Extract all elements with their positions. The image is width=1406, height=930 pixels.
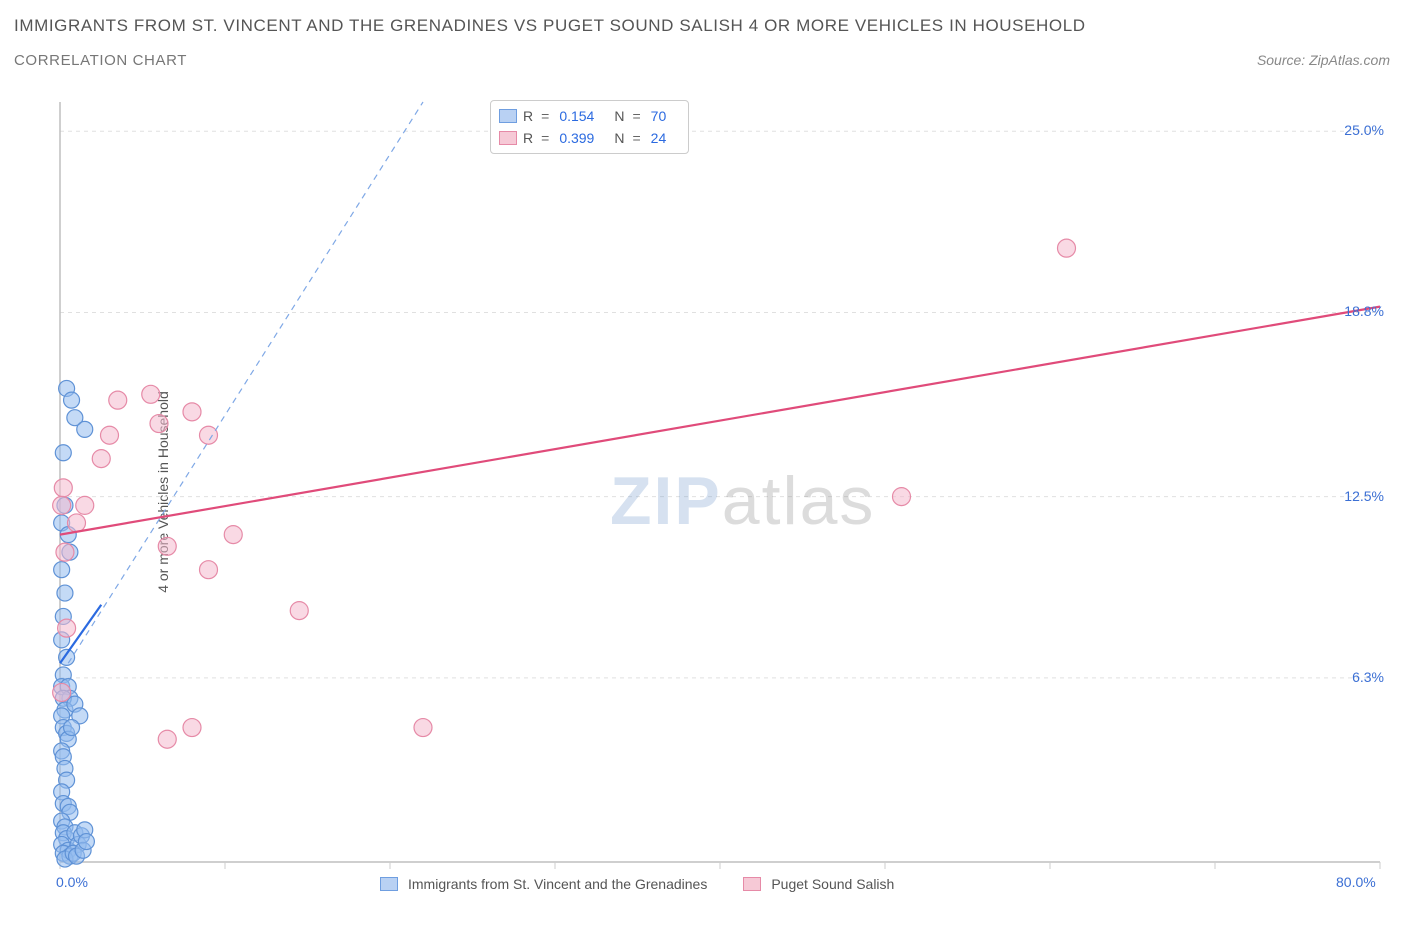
page-title: IMMIGRANTS FROM ST. VINCENT AND THE GREN… xyxy=(14,16,1086,36)
y-tick-label: 25.0% xyxy=(1344,122,1384,138)
legend-stats: R=0.154N=70R=0.399N=24 xyxy=(490,100,689,154)
legend-n-value: 70 xyxy=(651,108,667,124)
data-point xyxy=(64,720,80,736)
trend-line-dashed xyxy=(68,102,423,663)
chart-area: 4 or more Vehicles in Household ZIPatlas… xyxy=(50,92,1390,892)
data-point xyxy=(142,385,160,403)
page-subtitle: CORRELATION CHART xyxy=(14,52,187,69)
legend-swatch xyxy=(743,877,761,891)
data-point xyxy=(158,537,176,555)
data-point xyxy=(78,834,94,850)
data-point xyxy=(57,585,73,601)
legend-series-label: Immigrants from St. Vincent and the Gren… xyxy=(408,876,707,892)
legend-stats-row: R=0.154N=70 xyxy=(499,105,680,127)
x-tick-label: 0.0% xyxy=(56,874,88,890)
data-point xyxy=(158,730,176,748)
trend-line xyxy=(60,307,1380,535)
legend-stats-row: R=0.399N=24 xyxy=(499,127,680,149)
legend-r-value: 0.154 xyxy=(559,108,594,124)
data-point xyxy=(54,562,70,578)
legend-swatch xyxy=(380,877,398,891)
x-tick-label: 80.0% xyxy=(1336,874,1376,890)
data-point xyxy=(290,602,308,620)
source-name: ZipAtlas.com xyxy=(1309,52,1390,68)
data-point xyxy=(54,479,72,497)
data-point xyxy=(76,496,94,514)
legend-swatch xyxy=(499,109,517,123)
legend-series-label: Puget Sound Salish xyxy=(771,876,894,892)
y-tick-label: 12.5% xyxy=(1344,488,1384,504)
data-point xyxy=(109,391,127,409)
data-point xyxy=(224,526,242,544)
data-point xyxy=(68,514,86,532)
legend-r-value: 0.399 xyxy=(559,130,594,146)
legend-r-label: R xyxy=(523,130,533,146)
legend-n-label: N xyxy=(614,130,624,146)
data-point xyxy=(53,496,71,514)
data-point xyxy=(92,450,110,468)
scatter-plot xyxy=(50,92,1390,892)
data-point xyxy=(55,445,71,461)
legend-n-label: N xyxy=(614,108,624,124)
data-point xyxy=(200,561,218,579)
data-point xyxy=(414,719,432,737)
data-point xyxy=(183,403,201,421)
data-point xyxy=(64,392,80,408)
data-point xyxy=(56,543,74,561)
data-point xyxy=(101,426,119,444)
data-point xyxy=(1058,239,1076,257)
data-point xyxy=(77,421,93,437)
data-point xyxy=(150,415,168,433)
data-point xyxy=(893,488,911,506)
data-point xyxy=(58,619,76,637)
legend-series: Immigrants from St. Vincent and the Gren… xyxy=(380,876,920,892)
y-tick-label: 6.3% xyxy=(1352,669,1384,685)
legend-r-label: R xyxy=(523,108,533,124)
legend-swatch xyxy=(499,131,517,145)
source-credit: Source: ZipAtlas.com xyxy=(1257,52,1390,68)
data-point xyxy=(183,719,201,737)
legend-n-value: 24 xyxy=(651,130,667,146)
data-point xyxy=(53,683,71,701)
data-point xyxy=(200,426,218,444)
y-tick-label: 18.8% xyxy=(1344,303,1384,319)
source-prefix: Source: xyxy=(1257,52,1309,68)
